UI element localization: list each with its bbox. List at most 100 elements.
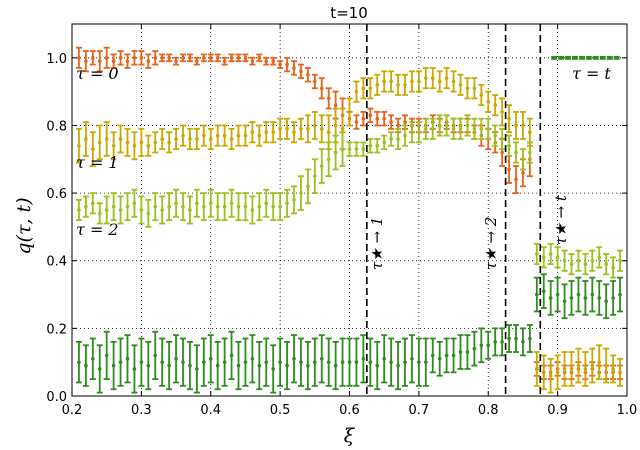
data-point	[202, 56, 206, 60]
errorbar-point-s3	[589, 276, 596, 313]
data-point	[368, 143, 373, 148]
data-point	[160, 137, 164, 141]
errorbar-point-s2	[436, 114, 443, 137]
data-point	[326, 130, 331, 135]
data-point	[306, 184, 310, 189]
data-point	[285, 62, 289, 67]
data-point	[555, 292, 560, 297]
data-point	[396, 137, 400, 141]
errorbar-point-s2	[443, 114, 450, 137]
data-point	[195, 201, 199, 206]
errorbar-point-s3	[617, 276, 624, 313]
data-point	[229, 56, 234, 60]
errorbar-point-s3	[478, 327, 485, 364]
errorbar-point-s3	[519, 327, 526, 357]
errorbar-point-s3	[388, 337, 395, 387]
errorbar-point-s2	[492, 124, 499, 147]
data-point	[306, 363, 310, 368]
data-point	[118, 208, 123, 212]
errorbar-point-s3	[575, 276, 582, 313]
y-axis-label: q(τ, t)	[13, 197, 35, 254]
errorbar-point-s3	[249, 334, 256, 384]
errorbar-point-s3	[471, 330, 478, 367]
data-point	[437, 79, 442, 84]
errorbar-point-s3	[89, 337, 96, 380]
data-point	[264, 59, 269, 63]
data-point	[340, 147, 345, 151]
data-point	[236, 363, 241, 368]
data-point	[403, 83, 407, 87]
tau-star-t-label: τ★ → t	[552, 194, 570, 245]
errorbar-point-sx0	[585, 55, 592, 60]
data-point	[548, 252, 553, 256]
data-point	[139, 56, 144, 60]
errorbar-point-s2	[166, 192, 173, 222]
errorbar-point-s3	[339, 337, 346, 387]
errorbar-point-s3	[145, 340, 152, 391]
data-point	[361, 357, 366, 361]
errorbar-point-s0	[117, 50, 124, 66]
data-point	[111, 143, 116, 148]
errorbar-point-s2	[193, 188, 200, 218]
data-point	[222, 360, 227, 364]
errorbar-point-s0	[256, 53, 263, 63]
errorbar-point-s0	[242, 53, 249, 63]
errorbar-point-s0	[96, 50, 103, 73]
errorbar-point-s2	[374, 138, 381, 154]
errorbar-point-s1	[297, 117, 304, 140]
errorbar-point-s1	[582, 351, 589, 387]
data-point	[552, 56, 556, 60]
data-point	[403, 120, 407, 124]
errorbar-point-s2	[242, 192, 249, 222]
errorbar-point-s0	[193, 56, 200, 66]
errorbar-point-s1	[82, 121, 89, 157]
errorbar-point-s2	[464, 114, 471, 137]
data-point	[174, 201, 178, 206]
data-point	[354, 147, 359, 151]
data-point	[167, 56, 171, 60]
data-point	[368, 86, 373, 91]
errorbar-point-s3	[214, 340, 221, 391]
data-point	[417, 360, 421, 364]
errorbar-point-s1	[180, 124, 186, 147]
data-point	[541, 255, 546, 260]
errorbar-point-s0	[180, 53, 186, 63]
errorbar-point-s3	[402, 337, 408, 387]
errorbar-point-s3	[360, 334, 367, 384]
errorbar-point-s0	[360, 111, 367, 127]
errorbar-point-s2	[478, 117, 485, 140]
data-point	[500, 137, 504, 141]
errorbar-point-s0	[277, 60, 284, 69]
data-point	[465, 350, 470, 354]
data-point	[566, 56, 570, 60]
data-point	[347, 110, 352, 114]
errorbar-point-s1	[519, 111, 526, 140]
data-point	[465, 86, 470, 91]
errorbar-point-s2	[263, 188, 270, 218]
errorbar-point-s1	[103, 121, 110, 157]
data-point	[417, 79, 421, 84]
errorbar-point-s2	[96, 202, 103, 225]
errorbar-point-s1	[589, 347, 596, 384]
errorbar-point-s3	[395, 340, 402, 391]
errorbar-point-s3	[291, 334, 297, 384]
errorbar-point-s0	[103, 46, 110, 69]
errorbar-point-s2	[513, 141, 519, 164]
data-point	[618, 370, 622, 375]
data-point	[153, 204, 158, 209]
data-point	[271, 204, 275, 209]
errorbar-point-s0	[221, 56, 228, 66]
errorbar-point-s3	[221, 337, 228, 387]
errorbar-point-s2	[318, 148, 325, 184]
errorbar-point-s3	[228, 330, 235, 380]
errorbar-point-s2	[506, 134, 513, 157]
errorbar-point-s1	[235, 124, 242, 147]
errorbar-point-s2	[221, 192, 228, 222]
errorbar-point-s2	[332, 134, 339, 171]
errorbar-point-s1	[89, 131, 96, 167]
data-point	[597, 360, 602, 364]
data-point	[319, 357, 324, 361]
data-point	[139, 208, 144, 212]
data-point	[576, 292, 581, 297]
data-point	[125, 204, 130, 209]
